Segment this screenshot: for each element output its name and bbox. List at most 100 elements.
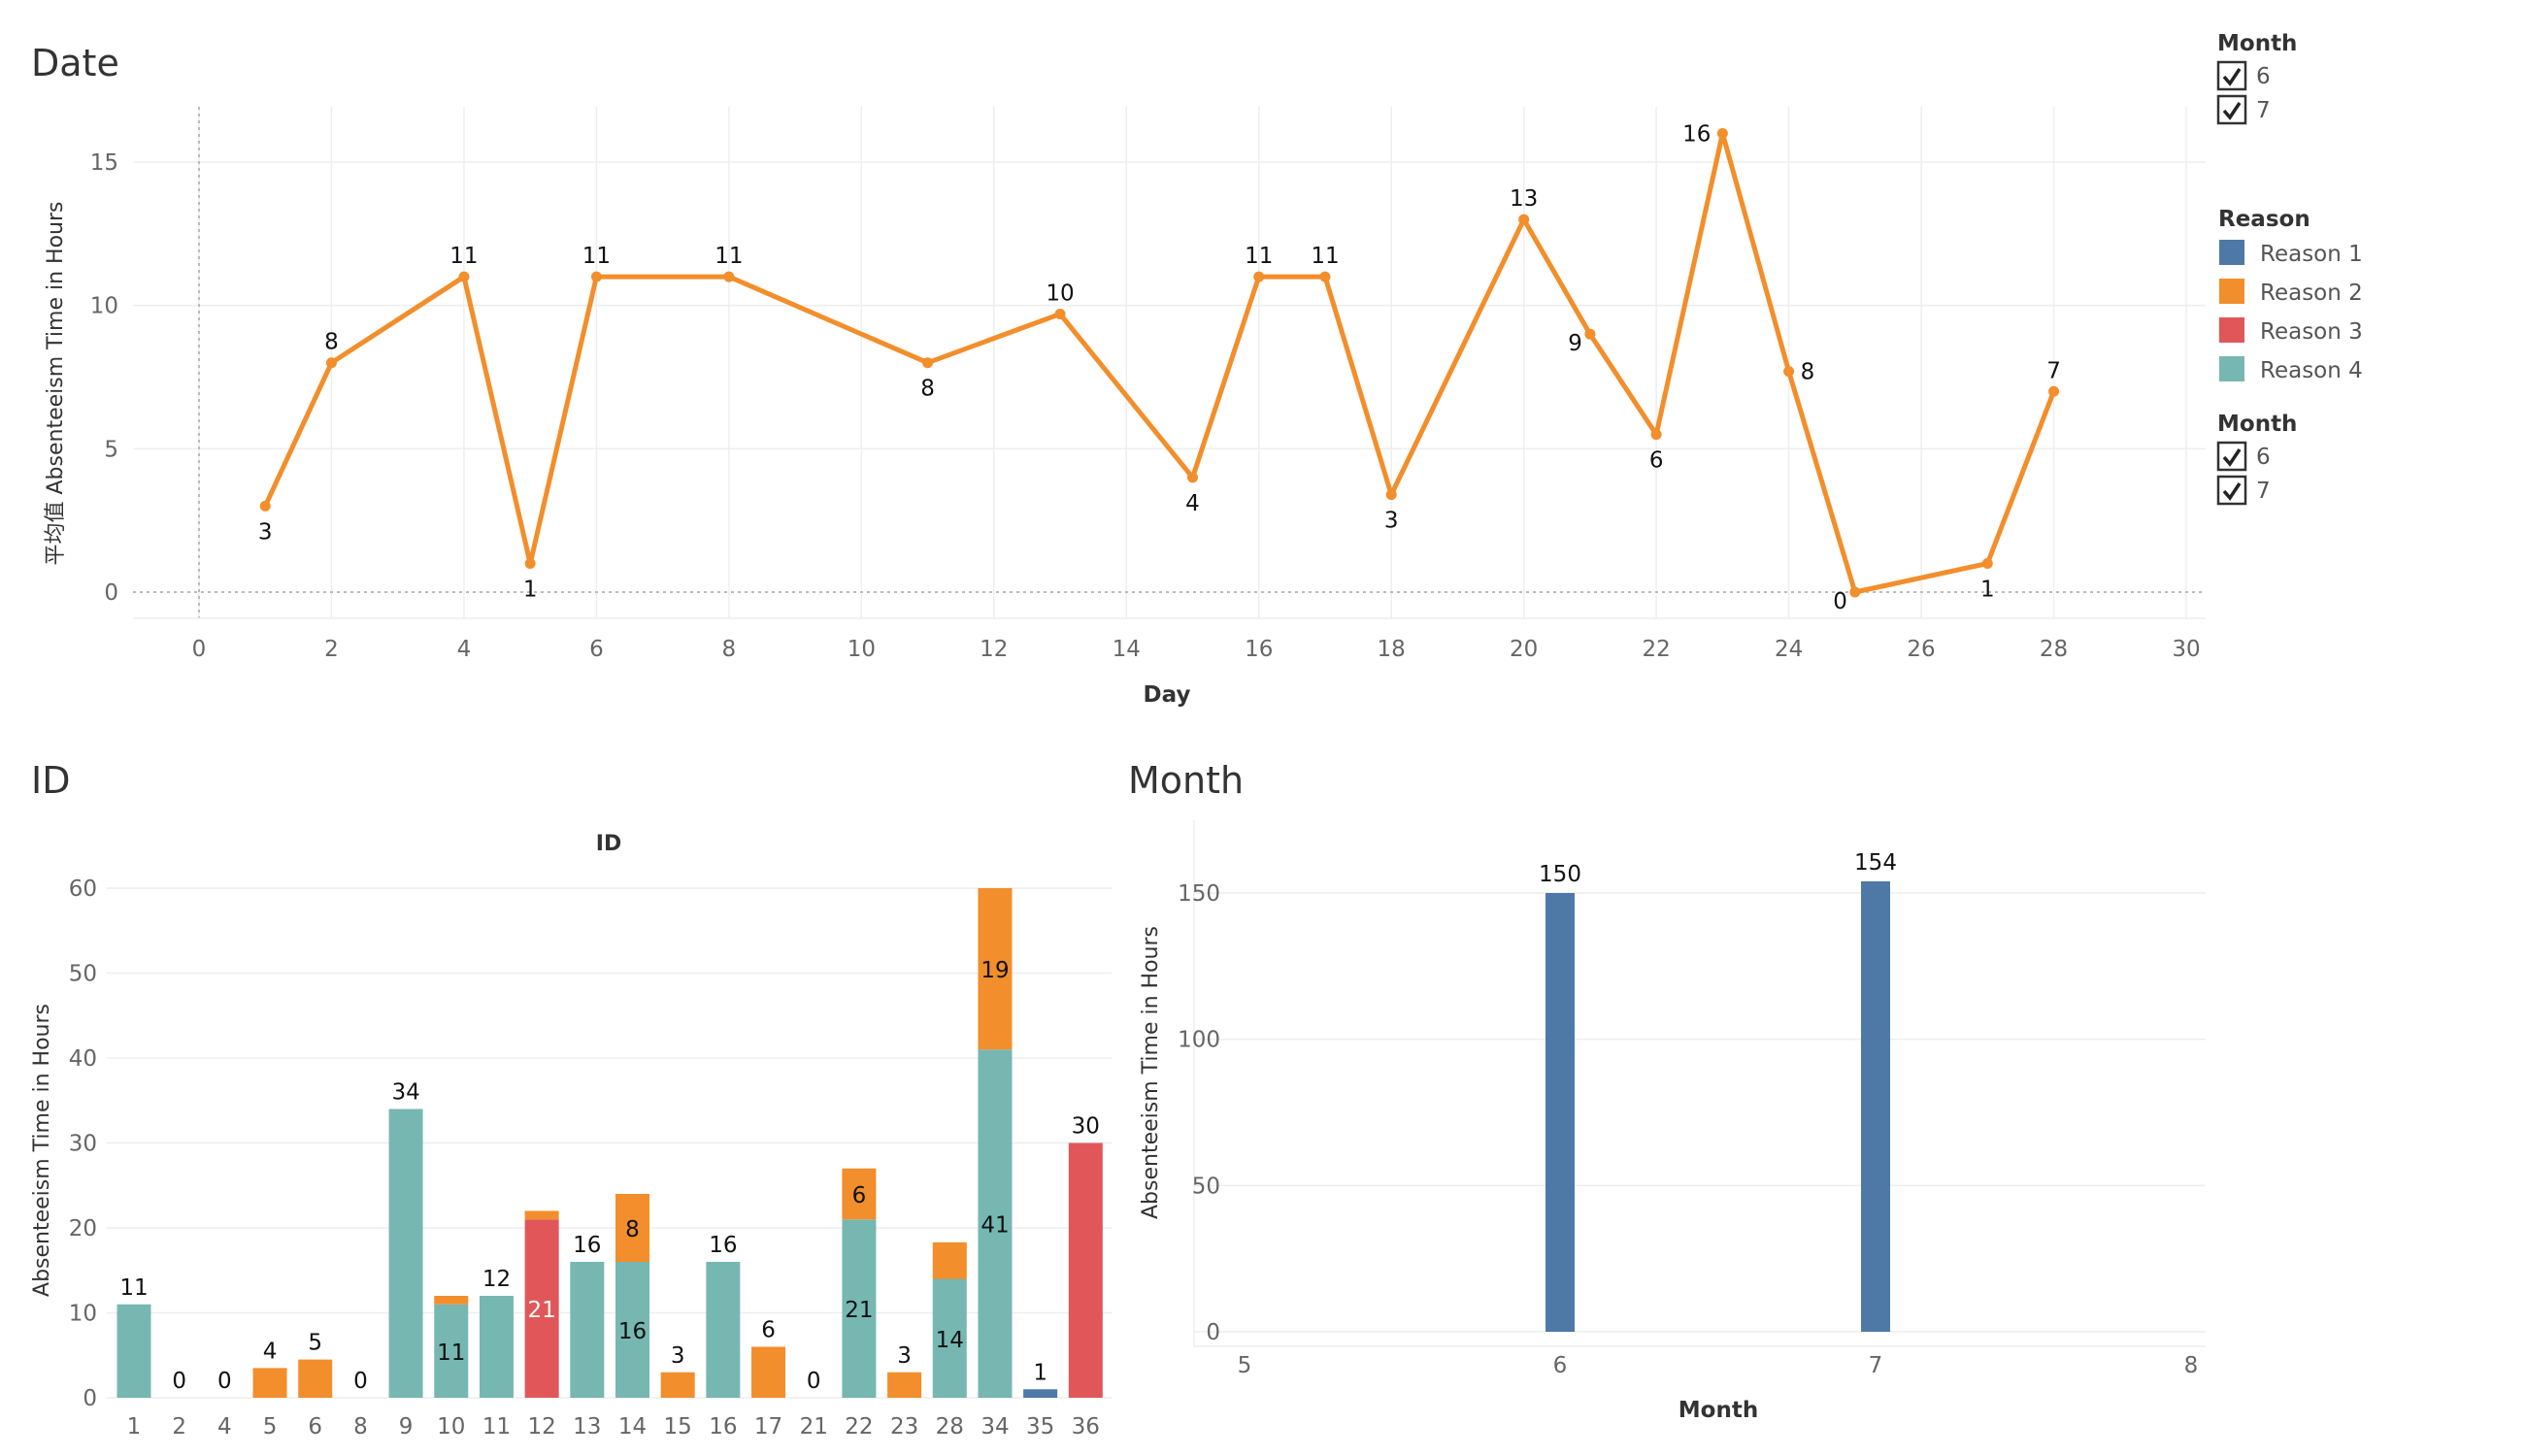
- id-bar-segment[interactable]: [615, 1194, 649, 1262]
- id-chart-x-tick: 23: [890, 1414, 918, 1439]
- id-bar-segment[interactable]: [842, 1219, 877, 1398]
- reason-legend-item-2[interactable]: Reason 2: [2219, 279, 2363, 306]
- id-chart-x-tick: 28: [936, 1414, 964, 1439]
- date-chart-grid: [133, 107, 2206, 619]
- id-bar-segment[interactable]: [524, 1219, 559, 1398]
- date-chart-point[interactable]: [1584, 328, 1596, 340]
- id-bar-total-label: 11: [119, 1275, 148, 1301]
- id-bar-segment[interactable]: [388, 1109, 423, 1399]
- id-bar-segment[interactable]: [1023, 1389, 1058, 1398]
- month-chart-x-tick: 5: [1238, 1353, 1252, 1378]
- checkbox-checked-icon[interactable]: [2216, 60, 2247, 91]
- reason-legend-label-1: Reason 1: [2260, 242, 2363, 267]
- date-chart-x-tick: 30: [2172, 637, 2200, 662]
- id-bar-segment[interactable]: [434, 1296, 469, 1305]
- date-chart-y-tick: 15: [90, 150, 118, 176]
- id-chart-x-tick: 11: [482, 1414, 511, 1439]
- date-chart-point[interactable]: [1253, 271, 1265, 282]
- date-chart-point[interactable]: [1385, 489, 1397, 501]
- reason-legend-item-1[interactable]: Reason 1: [2219, 240, 2363, 267]
- date-chart-point[interactable]: [1849, 586, 1861, 598]
- id-chart-subtitle: ID: [596, 832, 621, 856]
- date-chart-x-tick: 0: [192, 637, 207, 662]
- date-chart-point-label: 1: [1980, 577, 1995, 602]
- date-chart-point[interactable]: [259, 500, 271, 512]
- month-bar[interactable]: [1546, 893, 1575, 1332]
- date-chart-point[interactable]: [1981, 557, 1993, 569]
- id-bar-segment[interactable]: [751, 1346, 786, 1399]
- month-filter-1-item-7[interactable]: 7: [2216, 94, 2271, 125]
- id-bar-segment[interactable]: [842, 1168, 877, 1220]
- date-chart-point-label: 8: [1801, 360, 1815, 385]
- date-chart-point[interactable]: [458, 271, 470, 282]
- date-chart-point-label: 10: [1046, 281, 1074, 307]
- id-chart-x-ticks: 1 2 4 5 6 8 9 10 11 12 13 14 15 16 17 21 22 23 28 34 35 36: [127, 1414, 1100, 1439]
- id-bar-segment[interactable]: [252, 1368, 287, 1398]
- date-chart-point[interactable]: [1716, 127, 1728, 139]
- reason-legend-item-4[interactable]: Reason 4: [2219, 356, 2363, 383]
- date-chart-point[interactable]: [1518, 214, 1530, 225]
- date-chart-series: [259, 127, 2060, 598]
- id-bar-total-label: 0: [217, 1369, 232, 1394]
- id-bar-segment[interactable]: [660, 1372, 695, 1398]
- checkbox-checked-icon[interactable]: [2216, 94, 2247, 125]
- id-bar-segment[interactable]: [298, 1359, 333, 1398]
- id-bar-segment-label: 8: [625, 1217, 640, 1242]
- id-bar-segment[interactable]: [706, 1262, 741, 1398]
- id-bar-segment[interactable]: [116, 1304, 151, 1398]
- checkbox-checked-icon[interactable]: [2216, 441, 2247, 472]
- id-chart-y-tick: 30: [69, 1132, 97, 1157]
- date-chart-point[interactable]: [922, 357, 934, 369]
- id-bar-segment[interactable]: [887, 1372, 922, 1398]
- id-chart-x-tick: 36: [1072, 1414, 1100, 1439]
- month-filter-1-item-6[interactable]: 6: [2216, 60, 2271, 91]
- id-chart-x-tick: 2: [172, 1414, 186, 1439]
- legends-panel: Month 6 7 Reason Reason 1 Reason 2: [2216, 31, 2363, 506]
- date-chart-point[interactable]: [590, 271, 602, 282]
- month-bar[interactable]: [1861, 880, 1890, 1332]
- id-bar-segment[interactable]: [570, 1262, 605, 1398]
- date-chart-point[interactable]: [325, 357, 337, 369]
- date-chart-point-label: 11: [1311, 244, 1339, 269]
- id-bar-segment[interactable]: [434, 1304, 469, 1398]
- date-chart-point[interactable]: [1783, 366, 1795, 378]
- date-chart-point[interactable]: [1650, 429, 1662, 441]
- date-chart-x-tick: 22: [1642, 637, 1670, 662]
- id-bar-segment[interactable]: [932, 1241, 967, 1279]
- checkbox-checked-icon[interactable]: [2216, 475, 2247, 506]
- check-mark-icon: [2222, 482, 2242, 501]
- date-chart-point[interactable]: [2048, 385, 2060, 397]
- date-chart-point[interactable]: [1054, 309, 1066, 320]
- date-chart-y-tick: 10: [90, 294, 118, 319]
- id-bar-segment[interactable]: [524, 1210, 559, 1220]
- date-chart-point[interactable]: [524, 557, 536, 569]
- date-chart-point[interactable]: [723, 271, 735, 282]
- id-bar-segment-label: 19: [980, 958, 1009, 983]
- date-chart-point[interactable]: [1319, 271, 1331, 282]
- id-bar-segment[interactable]: [615, 1262, 649, 1398]
- id-chart-x-tick: 5: [263, 1414, 278, 1439]
- month-chart-y-label: Absenteeism Time in Hours: [1139, 926, 1163, 1219]
- id-bar-segment[interactable]: [978, 1049, 1013, 1398]
- id-bar-segment[interactable]: [932, 1278, 967, 1399]
- month-chart-x-tick: 7: [1869, 1353, 1883, 1378]
- month-filter-1-title: Month: [2217, 31, 2297, 56]
- id-bar-total-label: 6: [761, 1318, 776, 1343]
- id-bar-total-label: 0: [353, 1369, 368, 1394]
- month-filter-2-item-7[interactable]: 7: [2216, 475, 2271, 506]
- date-chart-line: [262, 131, 2056, 595]
- id-bar-total-label: 0: [807, 1369, 821, 1394]
- month-filter-2-item-6[interactable]: 6: [2216, 441, 2271, 472]
- id-chart-bars: [116, 888, 1103, 1399]
- id-chart-x-tick: 10: [437, 1414, 465, 1439]
- reason-legend-item-3[interactable]: Reason 3: [2219, 317, 2363, 345]
- month-chart-y-ticks: 0 50 100 150: [1178, 881, 1220, 1345]
- reason-legend-label-4: Reason 4: [2260, 358, 2363, 383]
- id-bar-segment[interactable]: [978, 888, 1013, 1050]
- date-chart-point[interactable]: [1187, 472, 1198, 483]
- month-bar-label: 150: [1539, 862, 1581, 887]
- id-bar-segment[interactable]: [1068, 1142, 1103, 1399]
- id-bar-segment[interactable]: [479, 1296, 514, 1398]
